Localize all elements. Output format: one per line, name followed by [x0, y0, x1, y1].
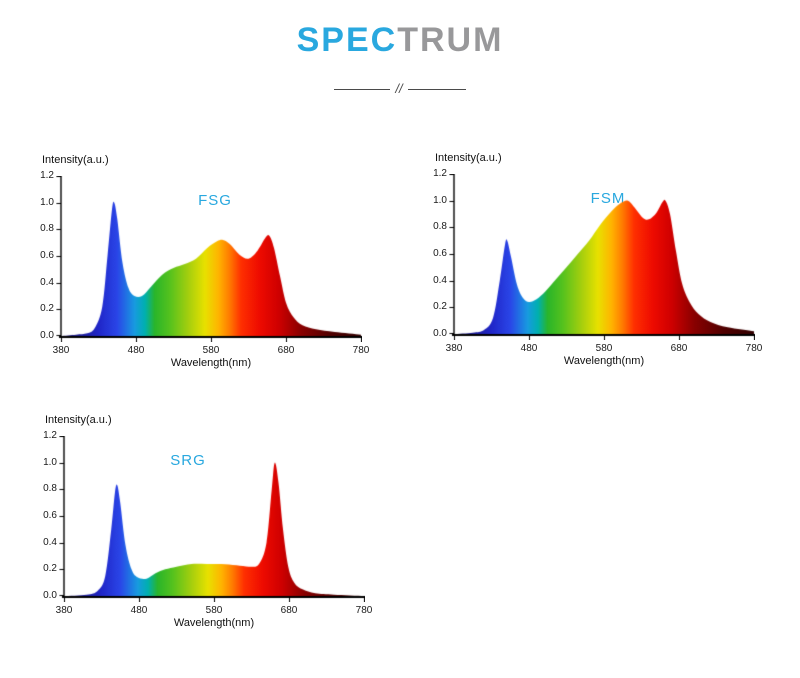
x-tick-label: 580: [205, 605, 223, 616]
divider-slashes: //: [395, 80, 403, 96]
y-tick-label: 1.2: [433, 168, 447, 179]
x-tick-label: 680: [670, 343, 688, 354]
chart-srg: Intensity(a.u.) SRG 0.00.20.40.60.81.01.…: [33, 408, 393, 634]
y-tick-label: 0.4: [433, 274, 447, 286]
y-tick-label: 0.8: [40, 223, 54, 235]
y-tick-label: 0.0: [40, 330, 54, 341]
x-tick-label: 380: [52, 345, 70, 356]
y-tick-label: 0.4: [40, 276, 54, 288]
y-tick-label: 1.0: [43, 456, 57, 468]
spectrum-plot: [449, 174, 755, 340]
y-tick-label: 0.2: [433, 301, 447, 313]
x-tick-label: 380: [55, 605, 73, 616]
y-tick-label: 0.6: [40, 250, 54, 261]
header: SPECTRUM: [0, 21, 800, 59]
chart-fsm: Intensity(a.u.) FSM 0.00.20.40.60.81.01.…: [423, 146, 783, 372]
x-tick-label: 580: [202, 345, 220, 356]
x-axis-title: Wavelength(nm): [173, 617, 255, 629]
x-tick-label: 480: [127, 345, 145, 356]
divider-line-right: [407, 88, 466, 90]
logo-title-primary: SPEC: [296, 21, 398, 59]
x-axis-title: Wavelength(nm): [170, 357, 252, 369]
x-tick-label: 480: [130, 605, 148, 616]
logo-title: SPECTRUM: [0, 21, 800, 59]
y-tick-label: 1.2: [43, 430, 57, 441]
x-tick-label: 480: [520, 343, 538, 354]
x-tick-label: 380: [445, 343, 463, 354]
x-tick-label: 780: [352, 345, 370, 356]
x-tick-label: 780: [355, 605, 373, 616]
logo-title-secondary: TRUM: [397, 21, 504, 59]
x-tick-label: 780: [745, 343, 763, 354]
y-tick-label: 0.6: [433, 248, 447, 259]
y-tick-label: 0.8: [433, 221, 447, 233]
y-axis-title: Intensity(a.u.): [42, 154, 109, 166]
y-tick-label: 1.0: [433, 194, 447, 206]
divider-line-left: [334, 88, 391, 90]
y-axis-title: Intensity(a.u.): [45, 414, 112, 426]
y-axis-title: Intensity(a.u.): [435, 152, 502, 164]
x-tick-label: 680: [277, 345, 295, 356]
y-tick-label: 0.6: [43, 510, 57, 521]
y-tick-label: 0.2: [43, 563, 57, 575]
x-axis-title: Wavelength(nm): [563, 355, 645, 367]
y-tick-label: 0.0: [43, 590, 57, 601]
y-tick-label: 0.8: [43, 483, 57, 495]
y-tick-label: 0.0: [433, 328, 447, 339]
chart-fsg: Intensity(a.u.) FSG 0.00.20.40.60.81.01.…: [30, 148, 390, 374]
y-tick-label: 1.2: [40, 170, 54, 181]
x-tick-label: 680: [280, 605, 298, 616]
spectrum-plot: [56, 176, 362, 342]
x-tick-label: 580: [595, 343, 613, 354]
y-tick-label: 0.4: [43, 536, 57, 548]
y-tick-label: 0.2: [40, 303, 54, 315]
header-divider: //: [0, 82, 800, 96]
y-tick-label: 1.0: [40, 196, 54, 208]
spectrum-plot: [59, 436, 365, 602]
